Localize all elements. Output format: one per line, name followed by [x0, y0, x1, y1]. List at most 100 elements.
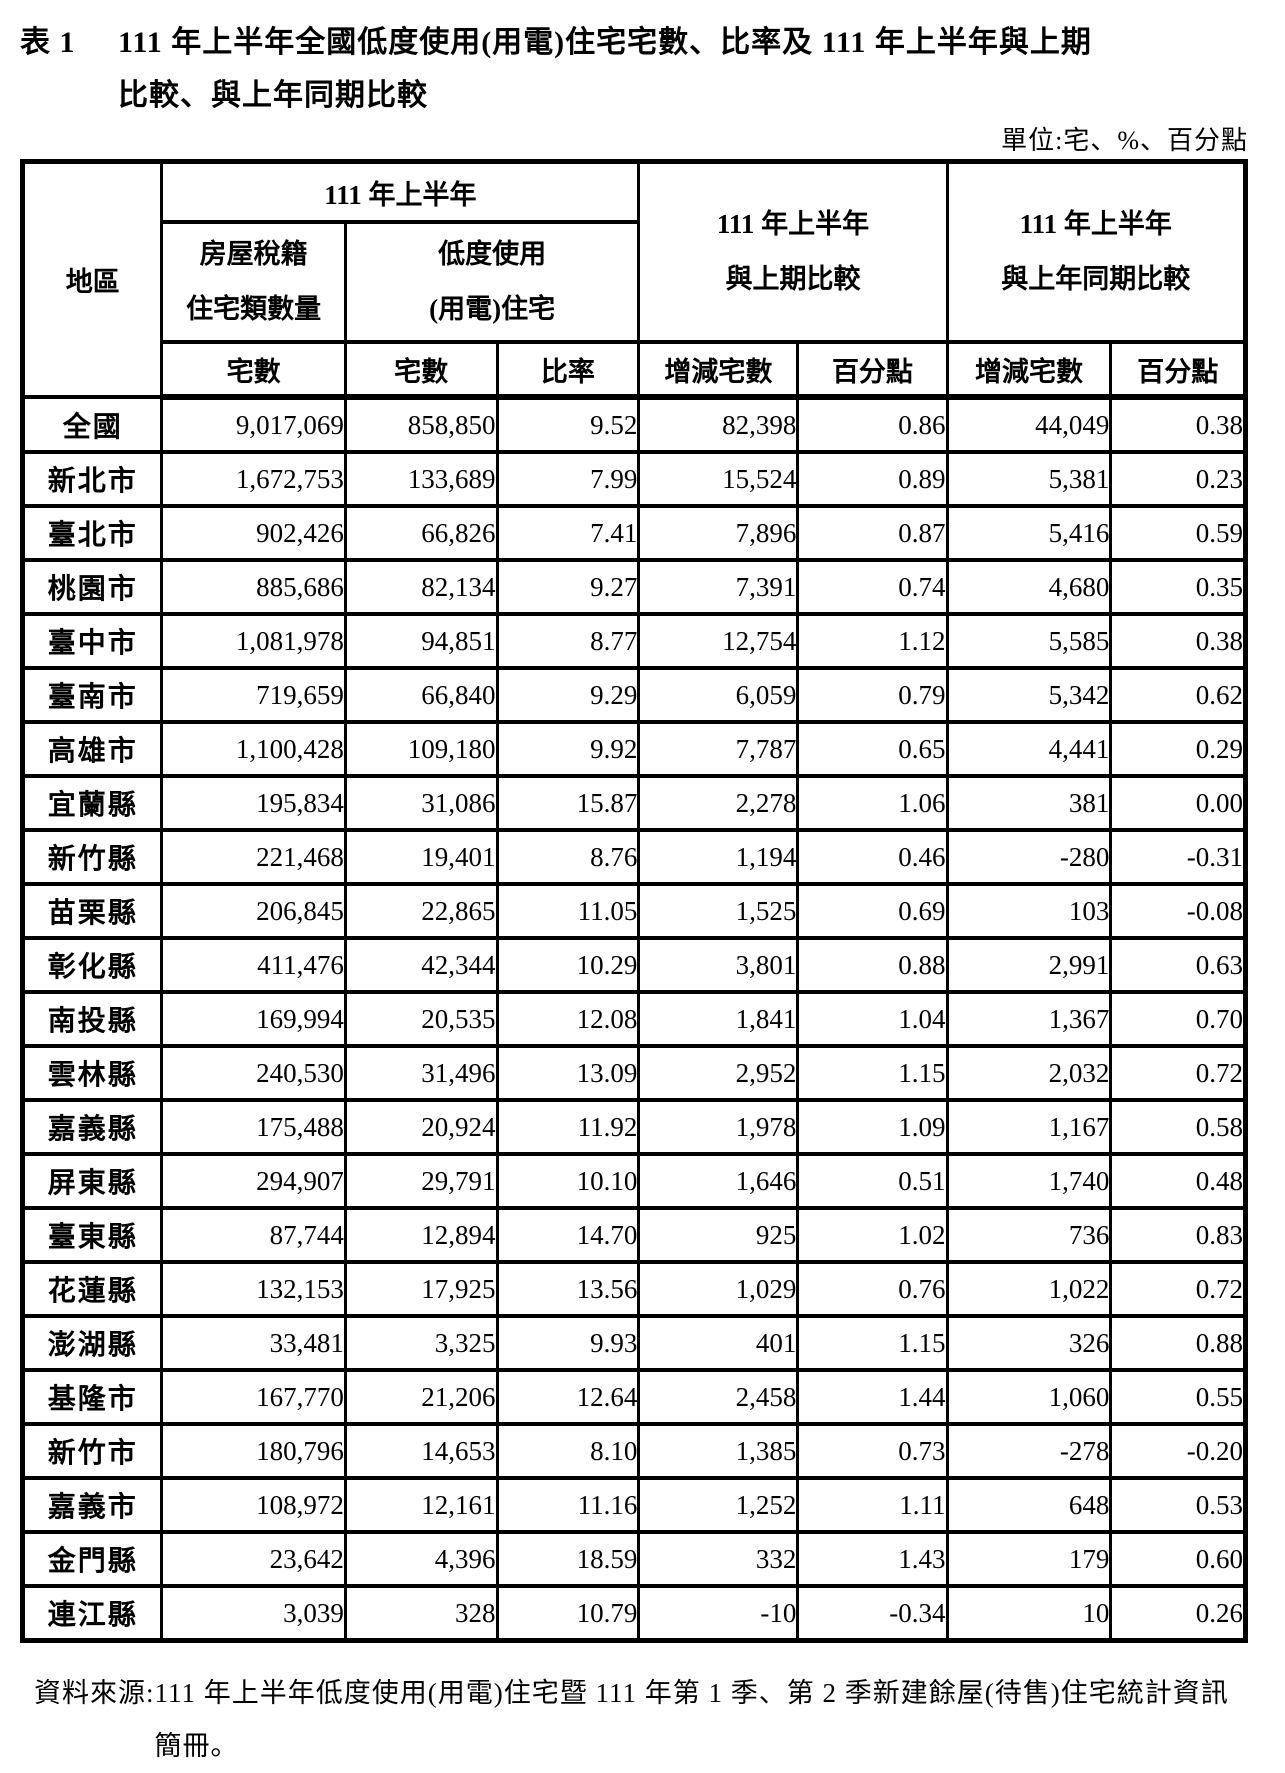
low-use-house-count-cell: 12,894: [343, 1206, 499, 1264]
change-count-prev-cell: -10: [637, 1584, 800, 1643]
pct-point-yoy-cell: 0.26: [1109, 1584, 1247, 1643]
change-count-yoy-cell: 1,167: [945, 1098, 1113, 1156]
header-group-first-half: 111 年上半年: [160, 159, 641, 224]
ratio-cell: 8.77: [495, 612, 641, 670]
pct-point-prev-cell: 0.73: [796, 1422, 949, 1480]
table-row: 新北市 1,672,753 133,689 7.99 15,524 0.89 5…: [20, 450, 1247, 508]
pct-point-prev-cell: 0.86: [796, 395, 949, 454]
low-use-house-count-cell: 109,180: [343, 720, 499, 778]
pct-point-yoy-cell: 0.29: [1109, 720, 1247, 778]
change-count-prev-cell: 2,458: [637, 1368, 800, 1426]
table-row: 宜蘭縣 195,834 31,086 15.87 2,278 1.06 381 …: [20, 774, 1247, 832]
pct-point-prev-cell: 0.51: [796, 1152, 949, 1210]
ratio-cell: 9.52: [495, 395, 641, 454]
pct-point-prev-cell: 0.69: [796, 882, 949, 940]
region-cell: 桃園市: [20, 558, 164, 616]
table-body: 全國 9,017,069 858,850 9.52 82,398 0.86 44…: [20, 395, 1247, 1643]
change-count-yoy-cell: 44,049: [945, 395, 1113, 454]
change-count-prev-cell: 1,646: [637, 1152, 800, 1210]
pct-point-prev-cell: 0.79: [796, 666, 949, 724]
pct-point-yoy-cell: 0.55: [1109, 1368, 1247, 1426]
low-use-house-count-cell: 328: [343, 1584, 499, 1643]
region-cell: 澎湖縣: [20, 1314, 164, 1372]
change-count-prev-cell: 6,059: [637, 666, 800, 724]
low-use-house-count-cell: 21,206: [343, 1368, 499, 1426]
pct-point-yoy-cell: 0.35: [1109, 558, 1247, 616]
change-count-prev-cell: 1,194: [637, 828, 800, 886]
pct-point-prev-cell: 1.43: [796, 1530, 949, 1588]
low-use-house-count-cell: 20,924: [343, 1098, 499, 1156]
low-use-house-count-cell: 19,401: [343, 828, 499, 886]
change-count-prev-cell: 1,978: [637, 1098, 800, 1156]
change-count-prev-cell: 12,754: [637, 612, 800, 670]
change-count-yoy-cell: 648: [945, 1476, 1113, 1534]
pct-point-yoy-cell: 0.62: [1109, 666, 1247, 724]
change-count-prev-cell: 332: [637, 1530, 800, 1588]
ratio-cell: 10.79: [495, 1584, 641, 1643]
table-row: 嘉義縣 175,488 20,924 11.92 1,978 1.09 1,16…: [20, 1098, 1247, 1156]
tax-house-count-cell: 1,100,428: [160, 720, 347, 778]
table-row: 新竹市 180,796 14,653 8.10 1,385 0.73 -278 …: [20, 1422, 1247, 1480]
ratio-cell: 7.41: [495, 504, 641, 562]
ratio-cell: 11.16: [495, 1476, 641, 1534]
ratio-cell: 11.05: [495, 882, 641, 940]
tax-house-count-cell: 206,845: [160, 882, 347, 940]
tax-house-count-cell: 132,153: [160, 1260, 347, 1318]
pct-point-prev-cell: 0.88: [796, 936, 949, 994]
header-tax-line1: 房屋稅籍: [199, 239, 308, 269]
pct-point-yoy-cell: 0.70: [1109, 990, 1247, 1048]
header-low-use-line2: (用電)住宅: [429, 294, 556, 324]
ratio-cell: 15.87: [495, 774, 641, 832]
change-count-prev-cell: 401: [637, 1314, 800, 1372]
table-row: 花蓮縣 132,153 17,925 13.56 1,029 0.76 1,02…: [20, 1260, 1247, 1318]
change-count-prev-cell: 2,952: [637, 1044, 800, 1102]
title-line-2: 比較、與上年同期比較: [118, 79, 428, 112]
change-count-yoy-cell: 5,416: [945, 504, 1113, 562]
pct-point-prev-cell: 1.06: [796, 774, 949, 832]
pct-point-yoy-cell: 0.60: [1109, 1530, 1247, 1588]
table-row: 全國 9,017,069 858,850 9.52 82,398 0.86 44…: [20, 395, 1247, 454]
tax-house-count-cell: 411,476: [160, 936, 347, 994]
region-cell: 臺中市: [20, 612, 164, 670]
tax-house-count-cell: 175,488: [160, 1098, 347, 1156]
table-row: 金門縣 23,642 4,396 18.59 332 1.43 179 0.60: [20, 1530, 1247, 1588]
region-cell: 彰化縣: [20, 936, 164, 994]
region-cell: 全國: [20, 395, 164, 454]
source-line-2: 簡冊。: [154, 1731, 239, 1761]
tax-house-count-cell: 167,770: [160, 1368, 347, 1426]
header-low-use-line1: 低度使用: [438, 239, 547, 269]
header-group-vs-last-year: 111 年上半年 與上年同期比較: [945, 159, 1248, 344]
low-use-house-count-cell: 20,535: [343, 990, 499, 1048]
pct-point-prev-cell: 1.15: [796, 1044, 949, 1102]
table-row: 基隆市 167,770 21,206 12.64 2,458 1.44 1,06…: [20, 1368, 1247, 1426]
change-count-yoy-cell: 4,680: [945, 558, 1113, 616]
tax-house-count-cell: 1,081,978: [160, 612, 347, 670]
region-cell: 新竹市: [20, 1422, 164, 1480]
pct-point-yoy-cell: 0.00: [1109, 774, 1247, 832]
region-cell: 嘉義市: [20, 1476, 164, 1534]
table-row: 澎湖縣 33,481 3,325 9.93 401 1.15 326 0.88: [20, 1314, 1247, 1372]
region-cell: 宜蘭縣: [20, 774, 164, 832]
pct-point-yoy-cell: 0.63: [1109, 936, 1247, 994]
source-label: 資料來源:: [34, 1678, 155, 1708]
ratio-cell: 9.27: [495, 558, 641, 616]
header-col-ratio: 比率: [495, 340, 641, 400]
tax-house-count-cell: 3,039: [160, 1584, 347, 1643]
table-row: 高雄市 1,100,428 109,180 9.92 7,787 0.65 4,…: [20, 720, 1247, 778]
pct-point-prev-cell: 1.02: [796, 1206, 949, 1264]
change-count-prev-cell: 1,252: [637, 1476, 800, 1534]
ratio-cell: 9.92: [495, 720, 641, 778]
table-row: 新竹縣 221,468 19,401 8.76 1,194 0.46 -280 …: [20, 828, 1247, 886]
change-count-prev-cell: 7,896: [637, 504, 800, 562]
table-row: 臺東縣 87,744 12,894 14.70 925 1.02 736 0.8…: [20, 1206, 1247, 1264]
pct-point-yoy-cell: 0.38: [1109, 612, 1247, 670]
change-count-yoy-cell: 1,740: [945, 1152, 1113, 1210]
change-count-prev-cell: 1,385: [637, 1422, 800, 1480]
region-cell: 高雄市: [20, 720, 164, 778]
pct-point-yoy-cell: 0.83: [1109, 1206, 1247, 1264]
table-row: 彰化縣 411,476 42,344 10.29 3,801 0.88 2,99…: [20, 936, 1247, 994]
low-use-house-count-cell: 29,791: [343, 1152, 499, 1210]
table-row: 南投縣 169,994 20,535 12.08 1,841 1.04 1,36…: [20, 990, 1247, 1048]
ratio-cell: 8.76: [495, 828, 641, 886]
pct-point-yoy-cell: 0.53: [1109, 1476, 1247, 1534]
